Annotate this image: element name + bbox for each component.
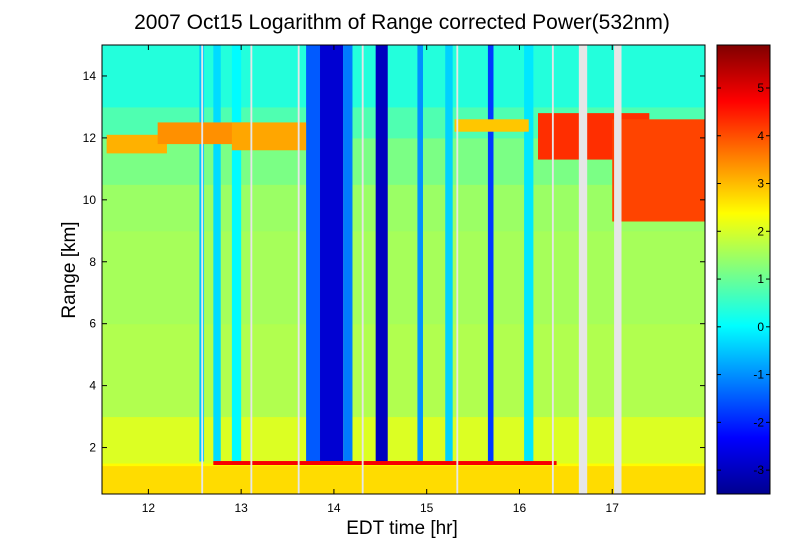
colorbar-tick-label: 5 [757,81,764,95]
x-tick-label: 16 [513,501,527,515]
low-signal-streak [320,45,344,462]
data-gap [250,45,253,494]
low-signal-streak [213,45,221,462]
x-tick-label: 13 [234,501,248,515]
low-signal-streak [343,45,353,462]
y-ticks: 2 4 6 8 10 12 14 [83,69,705,455]
data-gap [614,45,622,494]
cirrus-layer [157,122,251,145]
data-gap [361,45,364,494]
data-gap [551,45,554,494]
y-tick-label: 12 [83,131,97,145]
low-signal-streak [375,45,388,462]
x-tick-label: 12 [142,501,156,515]
colorbar-tick-label: 4 [757,129,764,143]
y-tick-label: 8 [89,255,96,269]
colorbar-tick-label: -1 [753,368,764,382]
low-signal-streak [231,45,242,462]
y-tick-label: 10 [83,193,97,207]
data-gap [578,45,588,494]
colorbar-tick-label: -2 [753,415,764,429]
colorbar-tick-label: 2 [757,224,764,238]
low-signal-streak [306,45,321,462]
cirrus-layer [612,119,705,222]
x-tick-label: 14 [327,501,341,515]
colorbar-ticks: -3 -2 -1 0 1 2 3 4 5 [717,81,770,477]
heatmap-layer [102,45,705,494]
cirrus-layer [231,122,307,151]
cirrus-layer [454,119,529,132]
colorbar-tick-label: 0 [757,320,764,334]
cirrus-layer [106,134,167,154]
y-tick-label: 4 [89,379,96,393]
colorbar [716,44,771,495]
data-gap [201,45,204,494]
low-signal-streak [417,45,423,462]
y-tick-label: 6 [89,317,96,331]
x-ticks: 12 13 14 15 16 17 [142,45,620,515]
data-gap [297,45,300,494]
colorbar-tick-label: -3 [753,463,764,477]
x-axis-label: EDT time [hr] [346,518,458,539]
plot-frame [101,44,706,495]
colorbar-tick-label: 1 [757,272,764,286]
aerosol-top-edge [213,461,557,466]
y-axis-label: Range [km] [59,221,80,318]
low-signal-streak [487,45,494,462]
x-tick-label: 17 [606,501,620,515]
x-tick-label: 15 [420,501,434,515]
low-signal-streak [445,45,453,462]
data-gap [456,45,459,494]
y-tick-label: 2 [89,441,96,455]
colorbar-tick-label: 3 [757,177,764,191]
y-tick-label: 14 [83,69,97,83]
low-signal-streak [524,45,534,462]
chart-title: 2007 Oct15 Logarithm of Range corrected … [134,11,670,34]
